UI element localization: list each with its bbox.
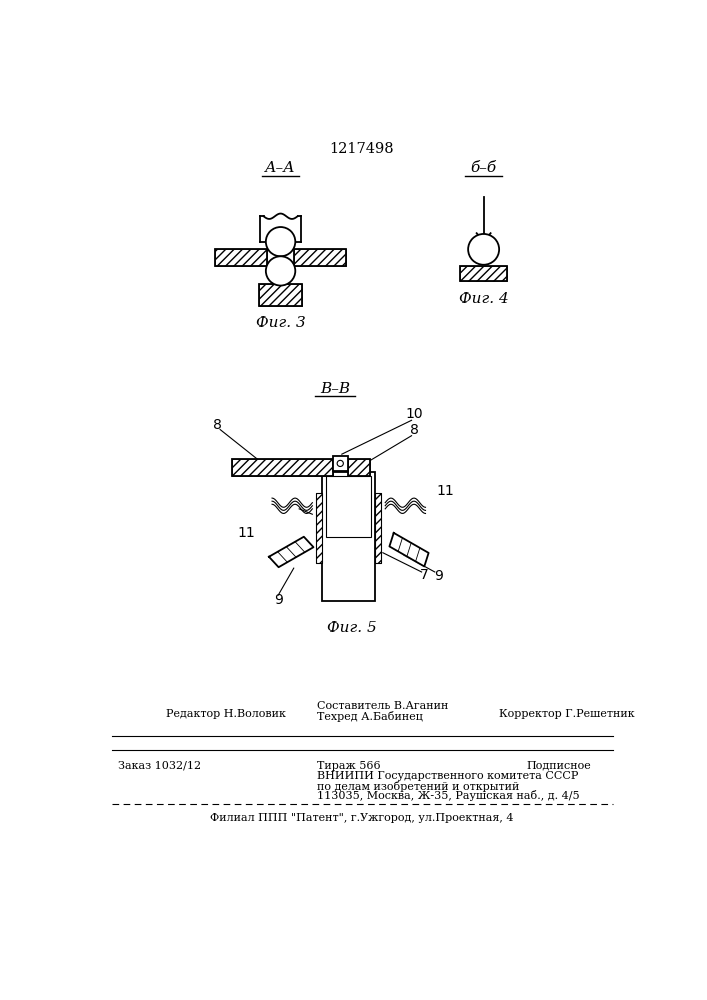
Bar [348, 459, 370, 476]
Bar [375, 493, 381, 563]
Bar [332, 456, 348, 471]
Bar [316, 493, 322, 563]
Polygon shape [390, 533, 428, 566]
Bar [327, 476, 371, 537]
Text: Фиг. 5: Фиг. 5 [327, 620, 377, 635]
Bar [259, 284, 303, 306]
Bar [259, 284, 303, 306]
Text: Филиал ППП "Патент", г.Ужгород, ул.Проектная, 4: Филиал ППП "Патент", г.Ужгород, ул.Проек… [210, 813, 514, 823]
Text: по делам изобретений и открытий: по делам изобретений и открытий [317, 781, 520, 792]
Text: 7: 7 [421, 568, 429, 582]
Text: Техред А.Бабинец: Техред А.Бабинец [317, 711, 423, 722]
Text: 9: 9 [274, 593, 283, 607]
Text: ВНИИПИ Государственного комитета СССР: ВНИИПИ Государственного комитета СССР [317, 771, 578, 781]
Text: Тираж 566: Тираж 566 [317, 761, 380, 771]
Text: 8: 8 [214, 418, 222, 432]
Bar [232, 459, 332, 476]
Text: А–А: А–А [265, 161, 296, 175]
Bar [460, 266, 507, 281]
Text: 10: 10 [406, 407, 423, 421]
Bar [215, 249, 267, 266]
Text: Фиг. 4: Фиг. 4 [459, 292, 508, 306]
Polygon shape [269, 537, 313, 567]
Text: Составитель В.Аганин: Составитель В.Аганин [317, 701, 448, 711]
Text: 8: 8 [410, 423, 419, 437]
Bar [348, 459, 370, 476]
Text: 113035, Москва, Ж-35, Раушская наб., д. 4/5: 113035, Москва, Ж-35, Раушская наб., д. … [317, 790, 580, 801]
Text: б–б: б–б [471, 161, 497, 175]
Text: 11: 11 [436, 484, 454, 498]
Bar [375, 493, 381, 563]
Bar [460, 266, 507, 281]
Circle shape [468, 234, 499, 265]
Text: Подписное: Подписное [526, 761, 591, 771]
Text: Заказ 1032/12: Заказ 1032/12 [118, 761, 201, 771]
Text: Редактор Н.Воловик: Редактор Н.Воловик [166, 709, 286, 719]
Bar [232, 459, 332, 476]
Text: 1217498: 1217498 [329, 142, 395, 156]
Circle shape [266, 227, 296, 256]
Circle shape [266, 256, 296, 286]
Text: 11: 11 [238, 526, 255, 540]
Bar [215, 249, 267, 266]
Text: Фиг. 3: Фиг. 3 [256, 316, 305, 330]
Text: В–В: В–В [320, 382, 350, 396]
Bar [293, 249, 346, 266]
Bar [293, 249, 346, 266]
Circle shape [337, 460, 344, 467]
Bar [316, 493, 322, 563]
Text: 9: 9 [434, 569, 443, 583]
Text: Корректор Г.Решетник: Корректор Г.Решетник [499, 709, 635, 719]
Bar [322, 472, 375, 601]
